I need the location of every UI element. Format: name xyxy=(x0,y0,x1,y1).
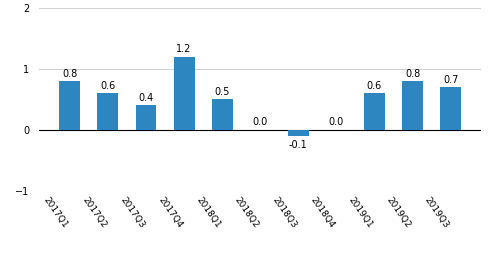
Text: 0.8: 0.8 xyxy=(62,69,78,79)
Text: 0.4: 0.4 xyxy=(138,93,154,103)
Bar xyxy=(402,81,423,130)
Text: 0.0: 0.0 xyxy=(329,117,344,127)
Bar xyxy=(59,81,81,130)
Bar xyxy=(288,130,309,136)
Text: 0.6: 0.6 xyxy=(367,81,382,91)
Text: 1.2: 1.2 xyxy=(176,44,192,54)
Text: 0.0: 0.0 xyxy=(252,117,268,127)
Bar xyxy=(174,57,194,130)
Text: 0.6: 0.6 xyxy=(100,81,115,91)
Text: 0.7: 0.7 xyxy=(443,75,458,85)
Text: -0.1: -0.1 xyxy=(289,140,308,150)
Text: 0.5: 0.5 xyxy=(215,87,230,97)
Bar xyxy=(212,99,233,130)
Bar xyxy=(97,93,118,130)
Bar xyxy=(440,87,461,130)
Bar xyxy=(136,105,157,130)
Bar xyxy=(364,93,385,130)
Text: 0.8: 0.8 xyxy=(405,69,420,79)
